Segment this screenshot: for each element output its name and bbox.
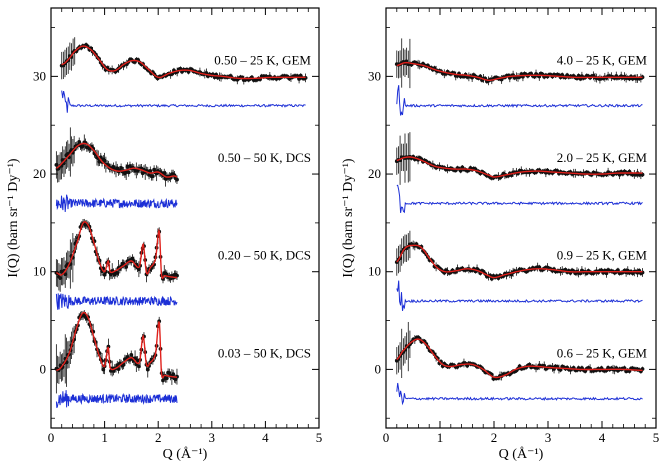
data-point	[124, 265, 129, 269]
data-point	[164, 376, 169, 381]
x-tick-label: 3	[545, 430, 552, 445]
fit-line	[396, 338, 643, 379]
residual-line	[61, 90, 306, 113]
y-tick-label: 30	[33, 68, 46, 83]
series-label: 0.6 – 25 K, GEM	[557, 345, 648, 360]
x-tick-label: 5	[316, 430, 323, 445]
fit-line	[56, 311, 177, 379]
series-label: 4.0 – 25 K, GEM	[557, 52, 648, 67]
residual-line	[55, 194, 178, 213]
x-tick-label: 2	[155, 430, 162, 445]
y-tick-label: 20	[33, 166, 46, 181]
series-2: 0.9 – 25 K, GEM	[394, 230, 648, 311]
series-label: 0.03 – 50 K, DCS	[218, 345, 311, 360]
fit-line	[396, 244, 643, 279]
x-tick-label: 0	[383, 430, 390, 445]
residual-line	[55, 293, 178, 310]
series-3: 0.6 – 25 K, GEM	[394, 321, 648, 406]
x-axis-title: Q (Å⁻¹)	[163, 446, 208, 462]
series-2: 0.20 – 50 K, DCS	[54, 218, 311, 310]
x-tick-label: 2	[491, 430, 498, 445]
fit-line	[56, 221, 178, 280]
plot-frame	[385, 7, 657, 429]
series-1: 2.0 – 25 K, GEM	[394, 132, 648, 214]
series-label: 0.50 – 25 K, GEM	[214, 52, 311, 67]
x-tick-label: 4	[262, 430, 269, 445]
x-tick-label: 4	[599, 430, 606, 445]
y-tick-label: 20	[368, 166, 381, 181]
residual-line	[55, 390, 178, 409]
x-tick-label: 3	[209, 430, 216, 445]
data-point	[150, 174, 155, 179]
data-point	[116, 367, 121, 371]
panel-left: 0 1 2 3 4 5 0 10 20 30 Q (Å⁻¹) 0.50 – 25 K, GEM 0.50…	[33, 7, 323, 462]
series-0: 4.0 – 25 K, GEM	[394, 38, 648, 116]
x-tick-label: 1	[437, 430, 444, 445]
residual-line	[396, 280, 643, 311]
residual-line	[396, 184, 643, 214]
series-0: 0.50 – 25 K, GEM	[59, 37, 311, 113]
y-tick-label: 0	[40, 361, 47, 376]
fit-line	[396, 61, 643, 81]
residual-line	[396, 85, 643, 116]
residual-line	[396, 382, 643, 406]
fit-line	[61, 45, 306, 80]
plot-frame	[50, 7, 320, 429]
fit-line	[56, 142, 178, 178]
series-label: 2.0 – 25 K, GEM	[557, 150, 648, 165]
x-tick-label: 1	[101, 430, 108, 445]
panel-right: 0 1 2 3 4 5 0 10 20 30 Q (Å⁻¹) 4.0 – 25 K, GEM 2.0 –…	[368, 7, 660, 462]
y-tick-label: 10	[33, 264, 46, 279]
series-label: 0.20 – 50 K, DCS	[218, 248, 311, 263]
data-point	[126, 170, 131, 175]
x-tick-label: 0	[48, 430, 55, 445]
data-point	[297, 77, 301, 81]
y-tick-label: 30	[368, 68, 381, 83]
fit-line	[396, 156, 643, 178]
series-1: 0.50 – 50 K, DCS	[54, 127, 311, 213]
y-axis-title: I(Q) (barn sr⁻¹ Dy⁻¹)	[6, 158, 21, 278]
series-3: 0.03 – 50 K, DCS	[54, 310, 311, 409]
x-axis-title: Q (Å⁻¹)	[499, 446, 544, 462]
data-point	[175, 273, 179, 278]
y-tick-label: 10	[368, 264, 381, 279]
y-tick-label: 0	[375, 361, 382, 376]
series-label: 0.9 – 25 K, GEM	[557, 248, 648, 263]
data-point	[148, 169, 153, 173]
data-point	[175, 177, 179, 182]
series-label: 0.50 – 50 K, DCS	[218, 150, 311, 165]
x-tick-label: 5	[653, 430, 660, 445]
y-axis-title-right: I(Q) (barn sr⁻¹ Dy⁻¹)	[341, 158, 356, 278]
